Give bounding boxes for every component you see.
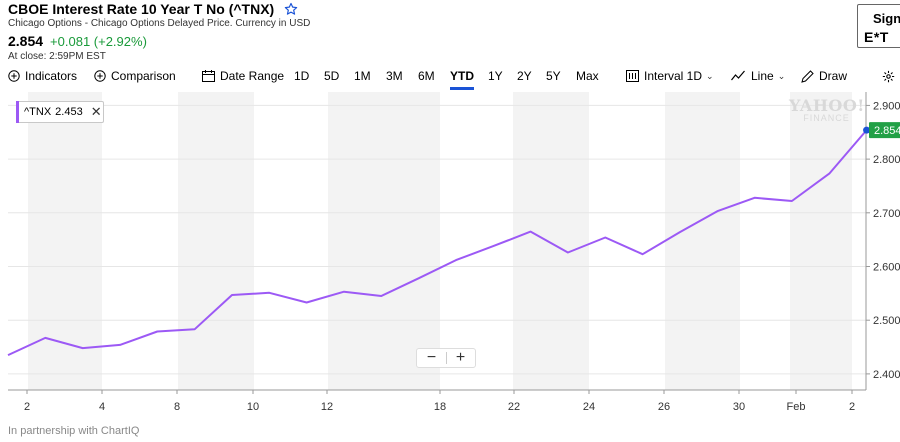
gear-icon xyxy=(882,70,895,82)
range-max[interactable]: Max xyxy=(576,69,599,83)
close-time: At close: 2:59PM EST xyxy=(8,51,106,62)
plus-circle-icon xyxy=(94,70,106,82)
y-tick-label: 2.600 xyxy=(873,262,900,274)
series-legend: ^TNX 2.453 ✕ xyxy=(16,101,104,123)
range-3m[interactable]: 3M xyxy=(386,69,403,83)
zoom-in-button[interactable]: + xyxy=(455,349,466,366)
sign-in-box[interactable]: Sign E*T xyxy=(857,4,900,48)
x-tick-label: 2 xyxy=(849,401,855,413)
zoom-control: − + xyxy=(416,348,476,368)
title-row: CBOE Interest Rate 10 Year T No (^TNX) xyxy=(8,0,848,18)
chart-band xyxy=(28,92,102,390)
chart-toolbar: Indicators Comparison Date Range 1D 5D 1… xyxy=(0,66,900,86)
line-chart-icon xyxy=(731,70,745,81)
draw-button[interactable]: Draw xyxy=(801,68,847,84)
date-range-button[interactable]: Date Range xyxy=(202,68,284,84)
star-icon[interactable] xyxy=(284,2,298,16)
range-1m[interactable]: 1M xyxy=(354,69,371,83)
y-tick-label: 2.400 xyxy=(873,369,900,381)
legend-symbol: ^TNX xyxy=(24,106,52,118)
zoom-separator xyxy=(445,352,447,364)
x-tick-label: 4 xyxy=(99,401,105,413)
chart-area[interactable]: 2.400 2.500 2.600 2.700 2.800 2.900 2 4 8 10 12 18 2… xyxy=(0,92,900,422)
y-tick-label: 2.500 xyxy=(873,315,900,327)
legend-color-bar xyxy=(16,101,19,123)
x-tick-label: 24 xyxy=(583,401,595,413)
chevron-down-icon: ⌄ xyxy=(777,70,786,81)
x-tick-label: 30 xyxy=(733,401,745,413)
indicators-label: Indicators xyxy=(25,69,78,83)
last-price-label: 2.854 xyxy=(874,125,900,137)
range-5y[interactable]: 5Y xyxy=(546,69,561,83)
series-line xyxy=(7,129,868,357)
x-tick-label: Feb xyxy=(787,401,806,413)
interval-label: Interval 1D xyxy=(644,69,703,83)
comparison-label: Comparison xyxy=(111,69,176,83)
x-tick-label: 26 xyxy=(658,401,670,413)
chart-band xyxy=(513,92,589,390)
x-tick-label: 12 xyxy=(321,401,333,413)
range-1y[interactable]: 1Y xyxy=(488,69,503,83)
range-2y[interactable]: 2Y xyxy=(517,69,532,83)
watermark-finance: FINANCE xyxy=(803,113,850,123)
range-ytd[interactable]: YTD xyxy=(450,69,474,83)
chevron-down-icon: ⌄ xyxy=(706,70,714,81)
yahoo-finance-watermark: YAHOO! FINANCE xyxy=(789,96,864,123)
range-6m[interactable]: 6M xyxy=(418,69,435,83)
etrade-logo: E*T xyxy=(864,29,889,45)
date-range-label: Date Range xyxy=(220,69,285,83)
price-row: 2.854 +0.081 (+2.92%) xyxy=(8,33,848,51)
interval-dropdown[interactable]: Interval 1D ⌄ xyxy=(626,68,714,84)
x-tick-label: 10 xyxy=(247,401,259,413)
y-tick-label: 2.800 xyxy=(873,154,900,166)
chartiq-credit: In partnership with ChartIQ xyxy=(8,425,140,437)
indicators-button[interactable]: Indicators xyxy=(8,68,77,84)
sign-in-label[interactable]: Sign xyxy=(873,11,900,26)
active-range-underline xyxy=(450,87,474,90)
last-point-dot xyxy=(863,126,871,134)
draw-label: Draw xyxy=(819,69,848,83)
chart-band xyxy=(665,92,740,390)
x-tick-label: 22 xyxy=(508,401,520,413)
x-tick-label: 18 xyxy=(434,401,446,413)
comparison-button[interactable]: Comparison xyxy=(94,68,176,84)
chart-type-dropdown[interactable]: Line ⌄ xyxy=(731,68,785,84)
pencil-icon xyxy=(801,69,814,83)
range-1d[interactable]: 1D xyxy=(294,69,310,83)
chart-band xyxy=(178,92,254,390)
legend-value: 2.453 xyxy=(55,106,83,118)
quote-subtitle: Chicago Options - Chicago Options Delaye… xyxy=(8,18,311,29)
y-tick-label: 2.700 xyxy=(873,208,900,220)
watermark-yahoo: YAHOO! xyxy=(789,96,865,115)
quote-title: CBOE Interest Rate 10 Year T No (^TNX) xyxy=(8,1,275,17)
x-tick-label: 8 xyxy=(174,401,180,413)
settings-button[interactable] xyxy=(882,68,900,84)
quote-header: CBOE Interest Rate 10 Year T No (^TNX) C… xyxy=(8,0,848,63)
chart-type-label: Line xyxy=(751,69,774,83)
last-price-tag xyxy=(869,122,900,139)
plus-circle-icon xyxy=(8,70,20,82)
calendar-icon xyxy=(202,70,215,82)
y-tick-label: 2.900 xyxy=(873,100,900,112)
zoom-out-button[interactable]: − xyxy=(426,349,437,366)
interval-icon xyxy=(626,70,639,82)
range-5d[interactable]: 5D xyxy=(324,69,340,83)
legend-close-icon[interactable]: ✕ xyxy=(90,104,102,119)
quote-change: +0.081 (+2.92%) xyxy=(50,34,147,49)
quote-price: 2.854 xyxy=(8,33,44,49)
chart-band xyxy=(328,92,440,390)
chart-band xyxy=(790,92,852,390)
x-tick-label: 2 xyxy=(24,401,30,413)
